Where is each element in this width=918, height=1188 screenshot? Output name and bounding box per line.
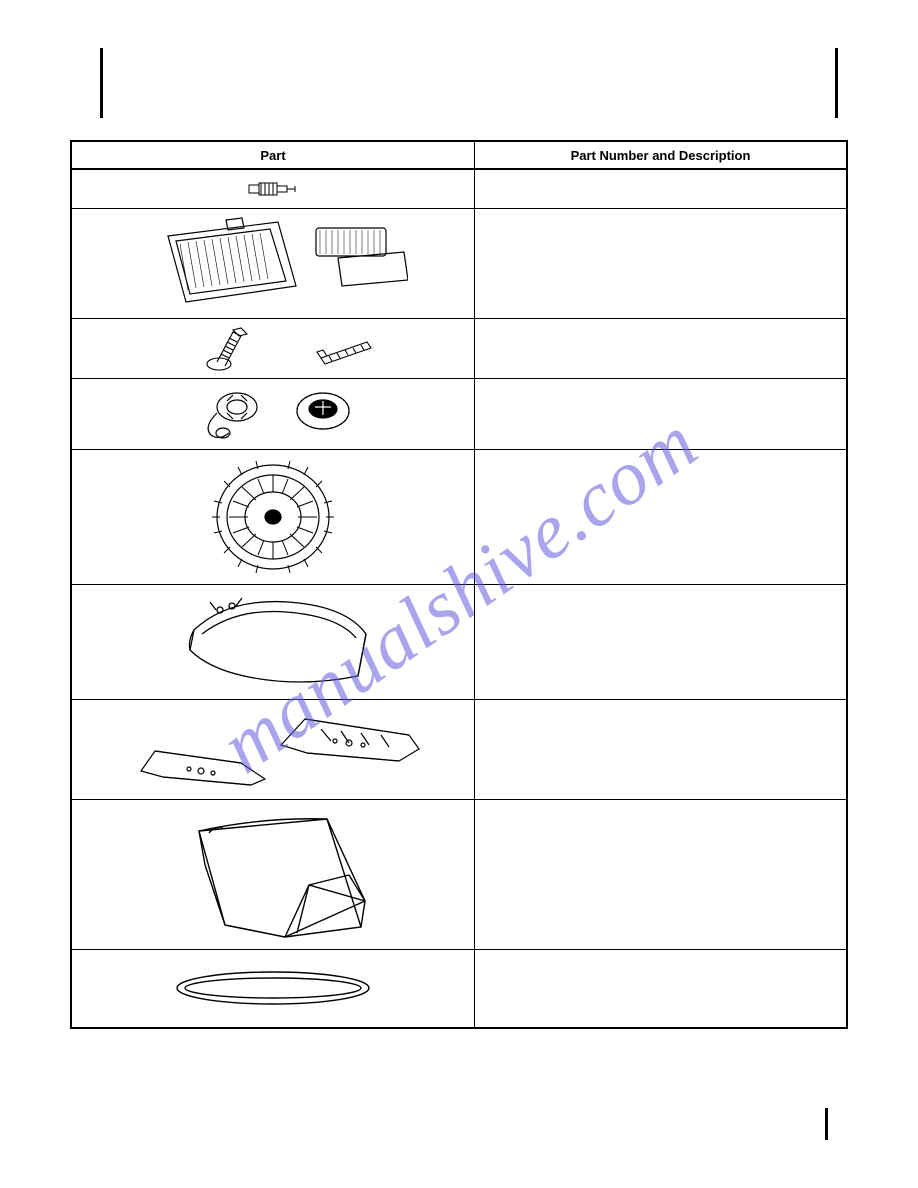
- image-blades: [71, 700, 475, 800]
- table-header-row: Part Part Number and Description: [71, 141, 847, 169]
- image-bolts: [71, 319, 475, 379]
- spark-plug-icon: [243, 174, 303, 204]
- image-caps: [71, 379, 475, 450]
- desc-cell: [475, 700, 847, 800]
- image-bag: [71, 800, 475, 950]
- table-row: [71, 319, 847, 379]
- desc-cell: [475, 379, 847, 450]
- table-row: [71, 700, 847, 800]
- air-filter-icon: [138, 214, 408, 314]
- rule-top-left: [100, 48, 103, 118]
- desc-cell: [475, 209, 847, 319]
- desc-cell: [475, 169, 847, 209]
- desc-cell: [475, 950, 847, 1028]
- desc-cell: [475, 585, 847, 700]
- image-chute: [71, 585, 475, 700]
- table-row: [71, 585, 847, 700]
- image-belt: [71, 950, 475, 1028]
- table-row: [71, 450, 847, 585]
- table-row: [71, 209, 847, 319]
- parts-table: Part Part Number and Description: [70, 140, 848, 1029]
- chute-icon: [158, 590, 388, 695]
- col-part: Part: [71, 141, 475, 169]
- desc-cell: [475, 450, 847, 585]
- rule-top-right: [835, 48, 838, 118]
- desc-cell: [475, 800, 847, 950]
- image-wheel: [71, 450, 475, 585]
- image-air-filter: [71, 209, 475, 319]
- table-row: [71, 379, 847, 450]
- image-spark-plug: [71, 169, 475, 209]
- table-row: [71, 800, 847, 950]
- grass-bag-icon: [153, 805, 393, 945]
- desc-cell: [475, 319, 847, 379]
- belt-icon: [163, 963, 383, 1013]
- page-number: [825, 1108, 838, 1140]
- table-row: [71, 169, 847, 209]
- col-desc: Part Number and Description: [475, 141, 847, 169]
- blades-icon: [123, 705, 423, 795]
- bolts-icon: [143, 324, 403, 374]
- page: manualshive.com Part Part Number and Des…: [0, 0, 918, 1188]
- table-row: [71, 950, 847, 1028]
- fuel-caps-icon: [153, 383, 393, 445]
- wheel-icon: [198, 455, 348, 580]
